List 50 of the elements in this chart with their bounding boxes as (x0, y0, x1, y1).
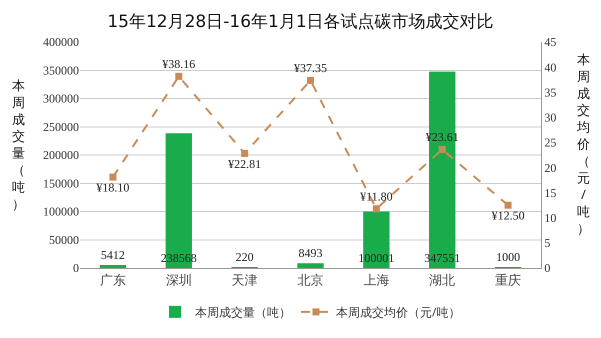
y-tick-label: 250000 (43, 120, 79, 134)
legend-label: 本周成交量（吨） (195, 304, 291, 321)
y2-tick-label: 25 (544, 136, 556, 150)
data-label: 220 (236, 250, 254, 264)
legend-label: 本周成交均价（元/吨） (336, 304, 460, 321)
data-label: ¥12.50 (492, 208, 525, 223)
data-label: ¥22.81 (228, 156, 262, 171)
y2-tick-label: 20 (544, 160, 556, 175)
y2-tick-label: 15 (544, 186, 556, 200)
y-tick-label: 100000 (43, 204, 79, 219)
point (372, 205, 380, 212)
y2-tick-label: 45 (544, 35, 556, 50)
y2-tick-label: 40 (544, 60, 556, 74)
data-label: ¥37.35 (294, 61, 327, 76)
point (504, 202, 512, 209)
point (109, 174, 116, 181)
y-tick-label: 0 (73, 261, 79, 276)
y2-tick-label: 5 (544, 236, 550, 250)
data-label: ¥11.80 (360, 189, 393, 204)
data-label: ¥38.16 (162, 56, 196, 71)
data-label: ¥18.10 (96, 180, 130, 194)
y-tick-label: 300000 (43, 92, 79, 106)
y2-tick-label: 0 (544, 261, 550, 276)
point (175, 72, 182, 80)
point (307, 76, 314, 84)
text: 本周成交均价（元/吨） (577, 50, 590, 237)
x-tick-label: 深圳 (166, 270, 192, 289)
y-tick-label: 50000 (49, 232, 79, 247)
data-label: 8493 (298, 246, 322, 260)
y-tick-label: 150000 (43, 176, 79, 190)
x-tick-label: 上海 (363, 270, 390, 289)
bar (100, 264, 126, 268)
x-tick-label: 湖北 (429, 270, 456, 289)
point (438, 146, 446, 153)
data-label: 1000 (496, 250, 520, 264)
y-tick-label: 400000 (43, 35, 79, 50)
chart-title: 15年12月28日-16年1月1日各试点碳市场成交对比 (107, 12, 494, 32)
bar (297, 263, 324, 268)
y-tick-label: 350000 (43, 63, 79, 78)
x-tick-label: 天津 (232, 270, 258, 289)
x-tick-label: 广东 (100, 270, 126, 289)
x-tick-label: 北京 (298, 270, 324, 289)
x-tick-label: 重庆 (495, 270, 522, 289)
y2-tick-label: 30 (544, 110, 556, 125)
y2-tick-label: 35 (544, 85, 556, 100)
data-label: 5412 (100, 248, 125, 262)
point (241, 150, 248, 157)
y-axis-title: 本周成交量（吨） (12, 76, 25, 212)
y-tick-label: 200000 (43, 148, 79, 162)
y2-tick-label: 10 (544, 210, 556, 225)
